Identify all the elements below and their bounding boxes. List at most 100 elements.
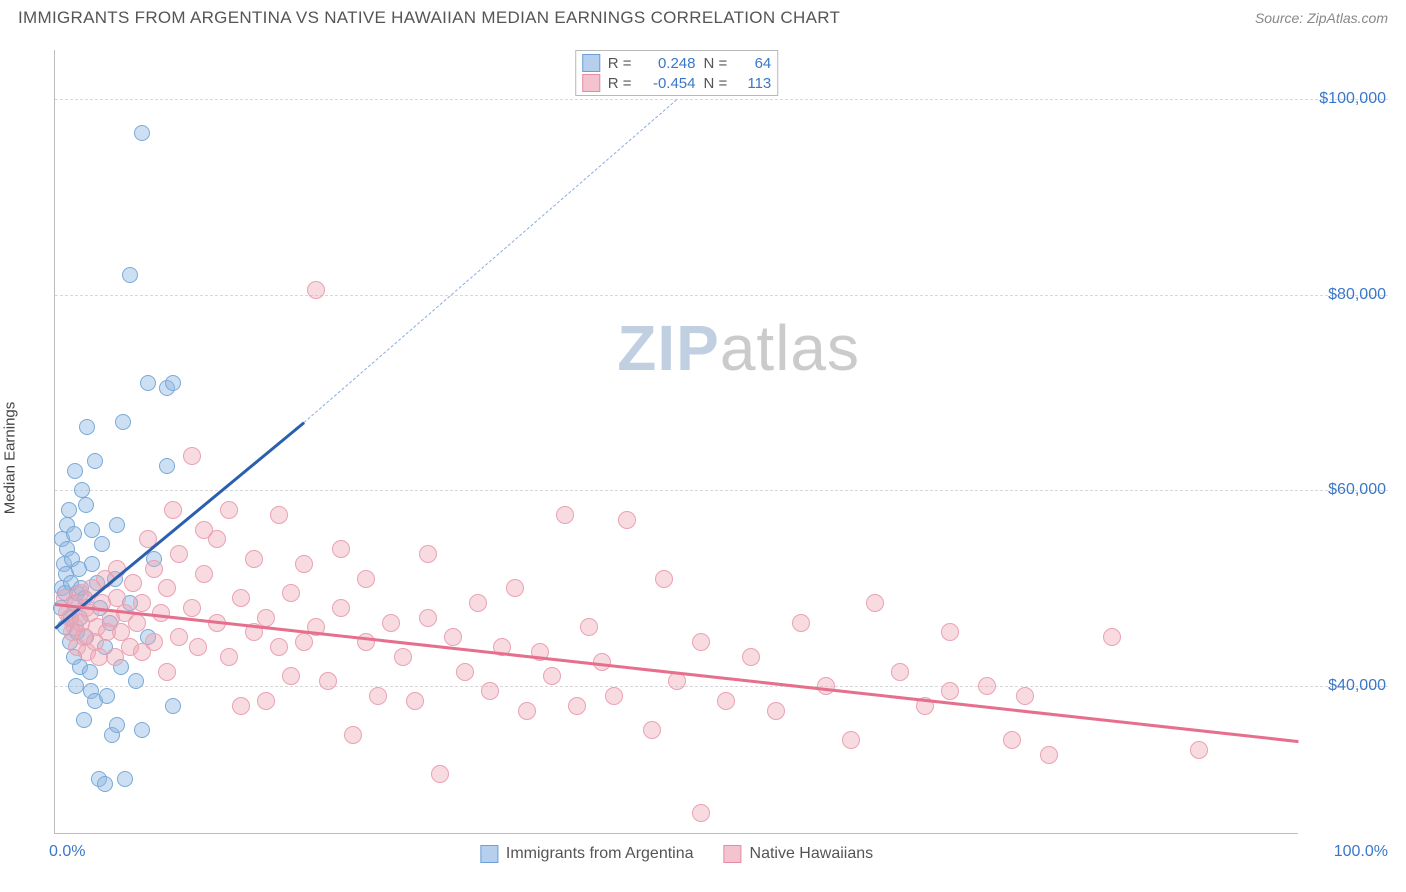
data-point <box>282 584 300 602</box>
data-point <box>183 599 201 617</box>
trend-line <box>55 603 1298 743</box>
data-point <box>76 712 92 728</box>
data-point <box>419 545 437 563</box>
data-point <box>506 579 524 597</box>
stats-row: R =0.248 N =64 <box>582 53 772 73</box>
gridline <box>55 490 1388 491</box>
data-point <box>165 698 181 714</box>
data-point <box>189 638 207 656</box>
data-point <box>1190 741 1208 759</box>
stat-r-value: -0.454 <box>640 75 696 92</box>
data-point <box>643 721 661 739</box>
data-point <box>817 677 835 695</box>
data-point <box>134 722 150 738</box>
series-swatch <box>480 845 498 863</box>
data-point <box>232 589 250 607</box>
data-point <box>232 697 250 715</box>
data-point <box>605 687 623 705</box>
legend-item: Immigrants from Argentina <box>480 845 694 863</box>
data-point <box>792 614 810 632</box>
data-point <box>128 673 144 689</box>
x-tick-label: 100.0% <box>1334 843 1388 861</box>
trend-line <box>303 99 677 423</box>
data-point <box>295 555 313 573</box>
data-point <box>282 667 300 685</box>
data-point <box>170 545 188 563</box>
legend-label: Immigrants from Argentina <box>506 845 694 863</box>
data-point <box>481 682 499 700</box>
y-axis-label: Median Earnings <box>2 402 19 515</box>
data-point <box>133 594 151 612</box>
data-point <box>134 125 150 141</box>
data-point <box>159 458 175 474</box>
data-point <box>257 692 275 710</box>
chart-source: Source: ZipAtlas.com <box>1255 10 1388 26</box>
data-point <box>67 463 83 479</box>
data-point <box>295 633 313 651</box>
legend-label: Native Hawaiians <box>750 845 874 863</box>
data-point <box>767 702 785 720</box>
data-point <box>891 663 909 681</box>
data-point <box>332 599 350 617</box>
data-point <box>170 628 188 646</box>
data-point <box>99 688 115 704</box>
watermark: ZIPatlas <box>617 311 860 385</box>
data-point <box>580 618 598 636</box>
data-point <box>66 526 82 542</box>
data-point <box>1040 746 1058 764</box>
y-tick-label: $60,000 <box>1304 481 1386 499</box>
data-point <box>78 497 94 513</box>
legend-item: Native Hawaiians <box>724 845 874 863</box>
stat-label: N = <box>704 55 728 72</box>
data-point <box>84 556 100 572</box>
gridline <box>55 99 1388 100</box>
data-point <box>357 570 375 588</box>
data-point <box>220 648 238 666</box>
data-point <box>692 633 710 651</box>
chart-header: IMMIGRANTS FROM ARGENTINA VS NATIVE HAWA… <box>0 0 1406 32</box>
stat-label: R = <box>608 75 632 92</box>
data-point <box>742 648 760 666</box>
stats-legend-box: R =0.248 N =64R =-0.454 N =113 <box>575 50 779 96</box>
data-point <box>158 579 176 597</box>
stat-n-value: 64 <box>735 55 771 72</box>
data-point <box>94 536 110 552</box>
chart-area: Median Earnings ZIPatlas R =0.248 N =64R… <box>18 42 1388 874</box>
data-point <box>332 540 350 558</box>
data-point <box>124 574 142 592</box>
data-point <box>97 776 113 792</box>
data-point <box>941 682 959 700</box>
data-point <box>208 530 226 548</box>
data-point <box>84 522 100 538</box>
data-point <box>1003 731 1021 749</box>
series-swatch <box>724 845 742 863</box>
data-point <box>122 267 138 283</box>
data-point <box>518 702 536 720</box>
y-tick-label: $80,000 <box>1304 286 1386 304</box>
data-point <box>978 677 996 695</box>
stat-n-value: 113 <box>735 75 771 92</box>
data-point <box>319 672 337 690</box>
gridline <box>55 295 1388 296</box>
data-point <box>164 501 182 519</box>
data-point <box>431 765 449 783</box>
data-point <box>152 604 170 622</box>
data-point <box>195 565 213 583</box>
data-point <box>245 550 263 568</box>
data-point <box>79 419 95 435</box>
data-point <box>469 594 487 612</box>
data-point <box>668 672 686 690</box>
data-point <box>842 731 860 749</box>
data-point <box>419 609 437 627</box>
gridline <box>55 686 1388 687</box>
data-point <box>270 506 288 524</box>
x-tick-label: 0.0% <box>49 843 85 861</box>
data-point <box>941 623 959 641</box>
data-point <box>444 628 462 646</box>
data-point <box>655 570 673 588</box>
data-point <box>68 678 84 694</box>
series-swatch <box>582 54 600 72</box>
data-point <box>61 502 77 518</box>
data-point <box>158 663 176 681</box>
stat-label: N = <box>704 75 728 92</box>
